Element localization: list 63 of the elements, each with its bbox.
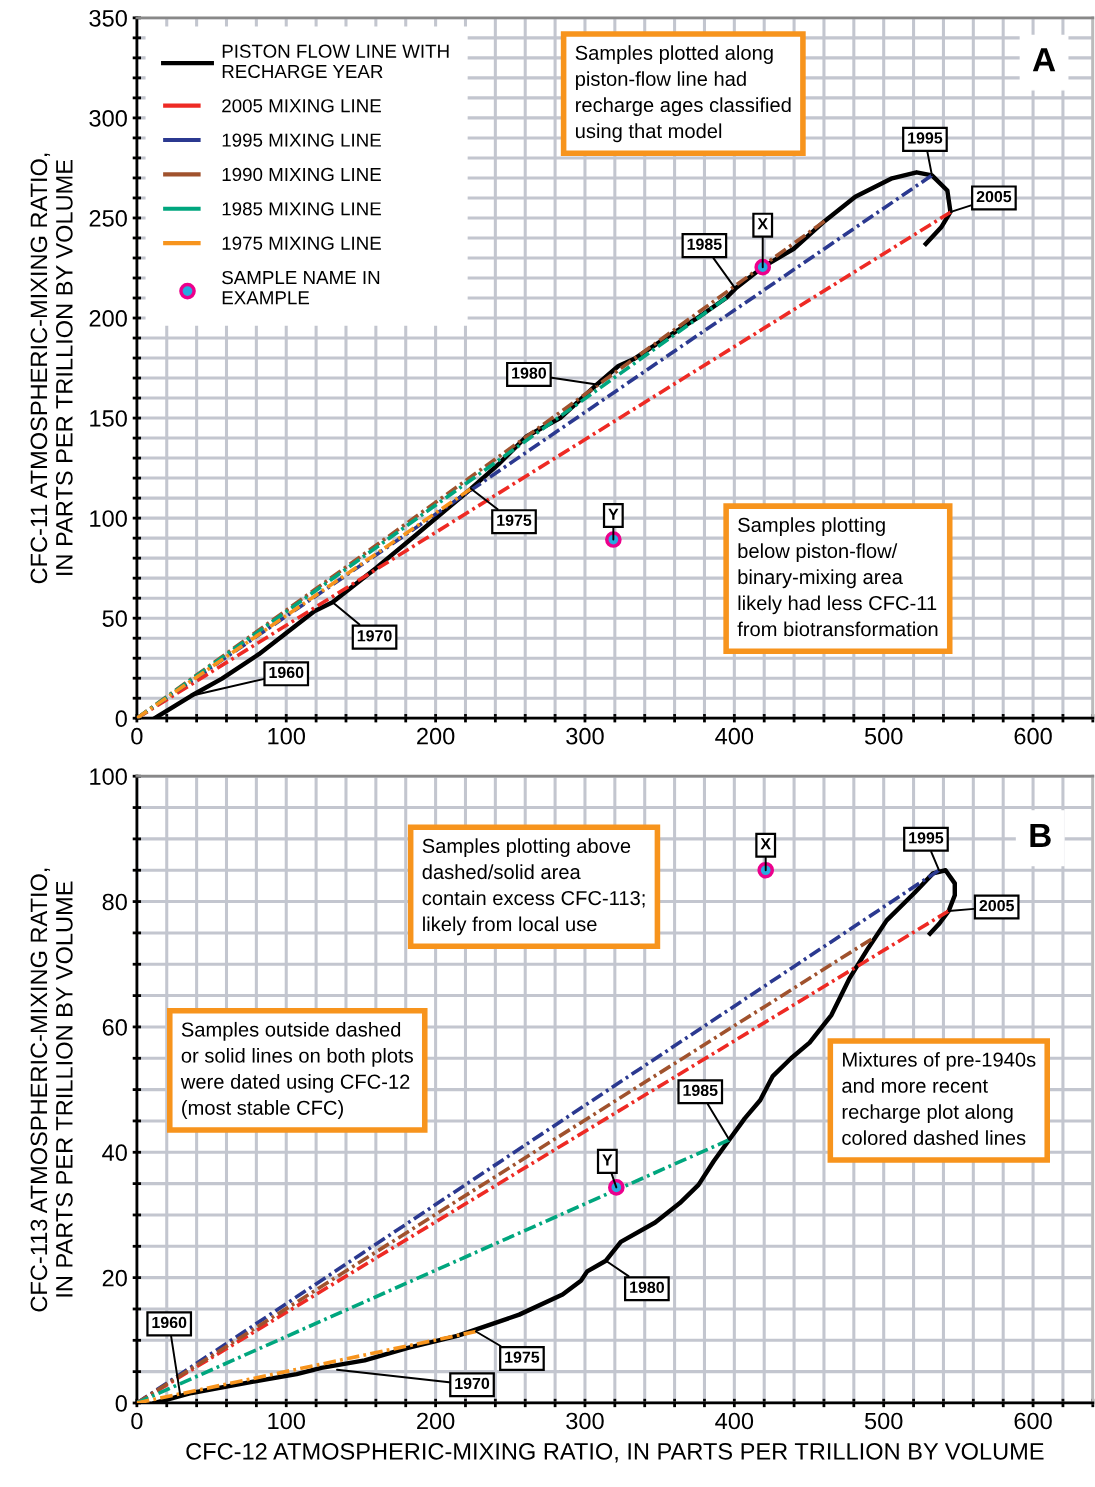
legend-label: 1975 MIXING LINE — [222, 236, 381, 250]
x-tick-label: 400 — [715, 1412, 754, 1430]
annotation: 1960 — [269, 666, 304, 679]
y-axis-title: CFC-113 ATMOSPHERIC-MIXING RATIO, IN PARTS PER TRILLION BY VOLUME — [30, 868, 73, 1312]
annotation: 1980 — [630, 1281, 664, 1293]
y-tick-label: 20 — [102, 1269, 127, 1287]
x-tick-label: 200 — [417, 1412, 455, 1430]
annotation: 1960 — [152, 1316, 187, 1329]
legend-label: 1990 MIXING LINE — [222, 167, 381, 182]
annotation: 1985 — [687, 238, 722, 250]
annotation: Y — [602, 1154, 613, 1166]
annotation: 1970 — [455, 1377, 490, 1390]
legend-label: 2005 MIXING LINE — [222, 99, 381, 113]
annotation: Samples plotted along piston-flow line had recharge ages classified using that model — [575, 45, 791, 143]
annotation: 1980 — [512, 367, 547, 379]
x-tick-label: 100 — [268, 727, 306, 745]
legend-label: 1995 MIXING LINE — [222, 133, 381, 147]
annotation: X — [760, 838, 771, 850]
x-tick-label: 200 — [417, 727, 455, 745]
annotation: 2005 — [979, 899, 1014, 912]
annotation: 1995 — [909, 832, 944, 844]
y-tick-label: 150 — [90, 410, 127, 427]
annotation: Y — [608, 508, 619, 520]
x-axis-title: CFC-12 ATMOSPHERIC-MIXING RATIO, IN PARTS PER TRILLION BY VOLUME — [186, 1442, 1044, 1463]
annotation: X — [757, 218, 768, 230]
x-tick-label: 600 — [1014, 727, 1052, 745]
x-tick-label: 300 — [566, 1412, 604, 1430]
annotation: 1970 — [357, 630, 392, 642]
y-tick-label: 80 — [102, 893, 127, 911]
legend-label: SAMPLE NAME IN EXAMPLE — [222, 270, 380, 305]
annotation: B — [1030, 823, 1051, 847]
y-axis-title: CFC-11 ATMOSPHERIC-MIXING RATIO, IN PARTS PER TRILLION BY VOLUME — [30, 153, 73, 584]
annotation: A — [1032, 48, 1056, 72]
y-tick-label: 350 — [89, 9, 127, 27]
x-tick-label: 500 — [864, 1412, 903, 1430]
annotation: 1975 — [505, 1351, 540, 1363]
y-tick-label: 0 — [115, 1395, 127, 1412]
annotation: Samples plotting below piston-flow/ binary-mixing area likely had less CFC-11 from biotransformation — [737, 517, 938, 637]
y-tick-label: 300 — [89, 109, 127, 127]
y-tick-label: 200 — [89, 310, 127, 327]
x-tick-label: 0 — [131, 727, 143, 745]
annotation: Mixtures of pre-1940s and more recent recharge plot along colored dashed lines — [842, 1051, 1036, 1145]
x-tick-label: 500 — [864, 727, 903, 745]
y-tick-label: 100 — [90, 510, 127, 527]
y-tick-label: 0 — [115, 710, 127, 728]
x-tick-label: 0 — [131, 1412, 143, 1430]
y-tick-label: 40 — [102, 1144, 127, 1162]
legend-label: PISTON FLOW LINE WITH RECHARGE YEAR — [222, 44, 449, 79]
y-tick-label: 250 — [89, 210, 127, 227]
x-tick-label: 400 — [715, 727, 754, 745]
annotation: Samples plotting above dashed/solid area contain excess CFC-113; likely from local use — [422, 838, 645, 936]
annotation: 2005 — [976, 190, 1012, 203]
x-tick-label: 600 — [1014, 1412, 1052, 1430]
x-tick-label: 100 — [268, 1412, 306, 1430]
y-tick-label: 100 — [90, 768, 127, 785]
y-tick-label: 50 — [102, 610, 127, 627]
annotation: Samples outside dashed or solid lines on both plots were dated using CFC-12 (most stable CFC) — [180, 1021, 413, 1119]
annotation: 1995 — [908, 132, 943, 144]
y-tick-label: 60 — [102, 1018, 127, 1036]
x-tick-label: 300 — [566, 727, 604, 745]
legend-label: 1985 MIXING LINE — [222, 202, 381, 216]
annotation: 1985 — [683, 1084, 718, 1097]
annotation: 1975 — [497, 514, 532, 526]
